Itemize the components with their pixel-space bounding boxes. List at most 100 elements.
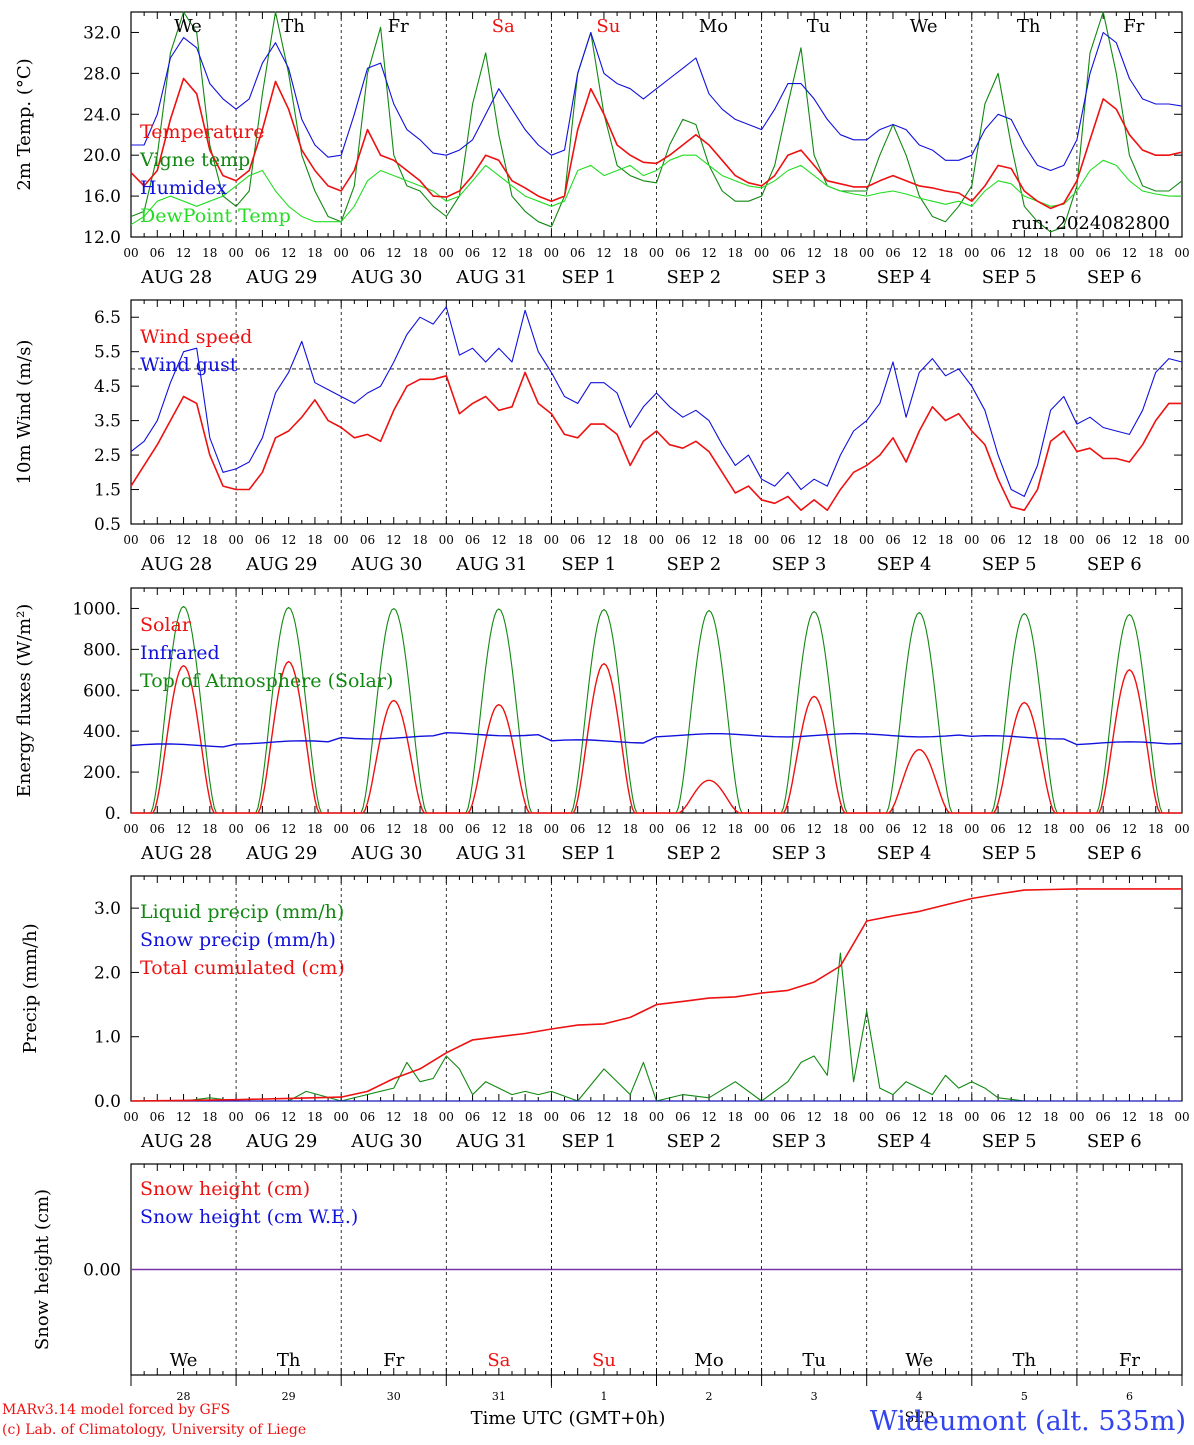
date-label: SEP 2 — [667, 843, 722, 864]
hour-tick-label: 06 — [255, 246, 270, 260]
weekday-label: Tu — [802, 1350, 826, 1371]
hour-tick-label: 18 — [938, 533, 953, 547]
hour-tick-label: 06 — [885, 533, 900, 547]
hour-tick-label: 06 — [150, 246, 165, 260]
y-tick-label: 0.0 — [94, 1092, 121, 1112]
vigne-templine — [130, 11, 1183, 233]
hour-tick-label: 06 — [885, 822, 900, 836]
legend-entry: Top of Atmosphere (Solar) — [140, 670, 393, 692]
weekday-label: Su — [592, 1350, 616, 1371]
hour-tick-label: 12 — [912, 1110, 927, 1124]
hour-tick-label: 18 — [728, 822, 743, 836]
legend-entry: Total cumulated (cm) — [140, 957, 345, 979]
hour-tick-label: 06 — [570, 822, 585, 836]
hour-tick-label: 00 — [228, 533, 243, 547]
date-label: SEP 2 — [667, 554, 722, 575]
date-label: AUG 31 — [455, 1131, 527, 1152]
hour-tick-label: 12 — [701, 246, 716, 260]
hour-tick-label: 00 — [228, 246, 243, 260]
hour-tick-label: 18 — [1148, 1110, 1163, 1124]
hour-tick-label: 18 — [833, 246, 848, 260]
hour-tick-label: 12 — [281, 246, 296, 260]
y-tick-label: 4.5 — [94, 377, 121, 397]
date-label: AUG 28 — [140, 267, 212, 288]
hour-tick-label: 00 — [754, 246, 769, 260]
hour-tick-label: 18 — [307, 533, 322, 547]
hour-tick-label: 12 — [491, 1110, 506, 1124]
hour-tick-label: 12 — [1017, 533, 1032, 547]
hour-tick-label: 06 — [990, 533, 1005, 547]
date-label: SEP 6 — [1087, 267, 1142, 288]
hour-tick-label: 00 — [544, 822, 559, 836]
day-number-label: 28 — [177, 1390, 191, 1403]
day-number-label: 6 — [1126, 1390, 1133, 1403]
hour-tick-label: 00 — [754, 533, 769, 547]
hour-tick-label: 18 — [412, 1110, 427, 1124]
hour-tick-label: 00 — [1174, 1110, 1189, 1124]
weekday-label: Fr — [1123, 16, 1144, 37]
hour-tick-label: 00 — [439, 822, 454, 836]
hour-tick-label: 00 — [649, 822, 664, 836]
hour-tick-label: 06 — [465, 822, 480, 836]
hour-tick-label: 12 — [807, 822, 822, 836]
weekday-label: Mo — [699, 16, 728, 37]
hour-tick-label: 06 — [360, 246, 375, 260]
hour-tick-label: 00 — [1069, 246, 1084, 260]
hour-tick-label: 18 — [623, 1110, 638, 1124]
hour-tick-label: 06 — [360, 533, 375, 547]
hour-tick-label: 06 — [885, 1110, 900, 1124]
hour-tick-label: 00 — [334, 246, 349, 260]
hour-tick-label: 12 — [807, 1110, 822, 1124]
hour-tick-label: 00 — [544, 533, 559, 547]
hour-tick-label: 06 — [990, 1110, 1005, 1124]
hour-tick-label: 00 — [964, 1110, 979, 1124]
station-title: Wideumont (alt. 535m) — [870, 1406, 1186, 1437]
run-annotation: run: 2024082800 — [1012, 213, 1170, 234]
hour-tick-label: 18 — [1148, 822, 1163, 836]
day-number-label: 5 — [1021, 1390, 1028, 1403]
y-tick-label: 1000. — [72, 599, 121, 619]
hour-tick-label: 00 — [859, 533, 874, 547]
hour-tick-label: 06 — [780, 246, 795, 260]
date-label: AUG 28 — [140, 554, 212, 575]
hour-tick-label: 18 — [202, 533, 217, 547]
hour-tick-label: 12 — [491, 533, 506, 547]
temperatureline — [130, 77, 1183, 210]
hour-tick-label: 06 — [1096, 533, 1111, 547]
date-label: SEP 1 — [561, 554, 616, 575]
legend-entry: Temperature — [140, 121, 264, 143]
hour-tick-label: 00 — [439, 533, 454, 547]
y-tick-label: 5.5 — [94, 343, 121, 363]
hour-tick-label: 18 — [202, 822, 217, 836]
hour-tick-label: 12 — [386, 246, 401, 260]
hour-tick-label: 00 — [754, 822, 769, 836]
hour-tick-label: 00 — [123, 533, 138, 547]
hour-tick-label: 06 — [675, 246, 690, 260]
hour-tick-label: 12 — [807, 533, 822, 547]
date-label: SEP 3 — [772, 1131, 827, 1152]
hour-tick-label: 06 — [465, 533, 480, 547]
infrared-line — [130, 732, 1183, 748]
hour-tick-label: 00 — [964, 246, 979, 260]
hour-tick-label: 18 — [1043, 533, 1058, 547]
hour-tick-label: 06 — [990, 246, 1005, 260]
legend-entry: DewPoint Temp — [140, 205, 291, 227]
date-label: SEP 5 — [982, 554, 1037, 575]
weekday-label: Fr — [1119, 1350, 1140, 1371]
hour-tick-label: 18 — [1043, 246, 1058, 260]
hour-tick-label: 12 — [176, 822, 191, 836]
hour-tick-label: 18 — [623, 246, 638, 260]
date-label: SEP 4 — [877, 267, 932, 288]
hour-tick-label: 00 — [649, 533, 664, 547]
date-label: AUG 31 — [455, 554, 527, 575]
date-label: SEP 1 — [561, 843, 616, 864]
panel-frame — [130, 11, 1183, 238]
weekday-label: Sa — [492, 16, 515, 37]
hour-tick-label: 12 — [386, 533, 401, 547]
date-label: AUG 29 — [245, 1131, 317, 1152]
day-number-label: 29 — [282, 1390, 296, 1403]
hour-tick-label: 12 — [1122, 533, 1137, 547]
hour-tick-label: 00 — [123, 1110, 138, 1124]
weekday-label: Su — [596, 16, 620, 37]
